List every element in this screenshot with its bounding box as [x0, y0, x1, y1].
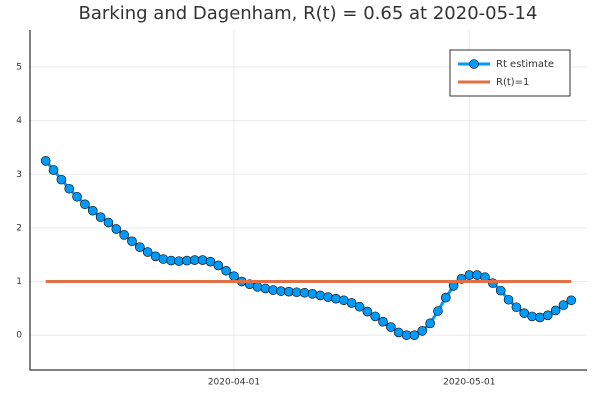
point [542, 310, 553, 321]
point [440, 292, 451, 303]
point [535, 312, 545, 323]
point [503, 294, 514, 305]
point [268, 285, 278, 295]
point [135, 242, 145, 252]
legend-label: Rt estimate [496, 59, 554, 70]
point [142, 247, 153, 257]
point [119, 230, 129, 240]
point [472, 270, 482, 280]
point [386, 322, 396, 332]
point [511, 302, 522, 313]
point [87, 205, 98, 216]
point [72, 191, 82, 202]
y-tick-label: 3 [16, 170, 22, 180]
point [127, 236, 137, 247]
y-tick-label: 0 [16, 331, 22, 341]
point [48, 165, 59, 175]
point [417, 326, 428, 336]
point [158, 254, 169, 264]
point [378, 316, 388, 327]
point [495, 285, 506, 296]
point [558, 300, 569, 310]
point [64, 183, 75, 194]
legend-box [449, 49, 571, 97]
legend-label: R(t)=1 [496, 77, 529, 88]
point [252, 282, 263, 292]
y-tick-label: 1 [16, 277, 22, 287]
point [433, 306, 443, 316]
y-tick-label: 5 [16, 63, 22, 73]
point [197, 255, 208, 265]
x-tick-label: 2020-04-01 [208, 378, 260, 388]
point [331, 293, 341, 304]
point [56, 174, 67, 185]
point [103, 217, 114, 228]
series-line [44, 159, 573, 337]
x-tick-label: 2020-05-01 [443, 378, 495, 388]
point [488, 278, 498, 288]
point [80, 199, 90, 210]
point [307, 289, 318, 299]
point [409, 330, 420, 340]
point [205, 256, 216, 267]
point [111, 224, 122, 234]
y-tick-label: 2 [16, 223, 22, 233]
point [221, 265, 231, 276]
point [346, 298, 357, 308]
point [95, 212, 106, 222]
point [370, 311, 380, 322]
y-tick-label: 4 [16, 116, 22, 126]
point [299, 287, 310, 298]
point [362, 306, 373, 317]
point [229, 271, 239, 281]
point [550, 305, 561, 316]
point [566, 295, 577, 306]
point [260, 283, 271, 294]
point [315, 290, 326, 301]
point [213, 260, 224, 271]
point [40, 156, 51, 166]
point [354, 301, 365, 312]
legend-marker [469, 59, 479, 69]
chart-title: Barking and Dagenham, R(t) = 0.65 at 202… [79, 3, 538, 24]
point [425, 318, 435, 329]
point [323, 292, 333, 302]
axis [29, 30, 587, 371]
point [527, 311, 537, 322]
